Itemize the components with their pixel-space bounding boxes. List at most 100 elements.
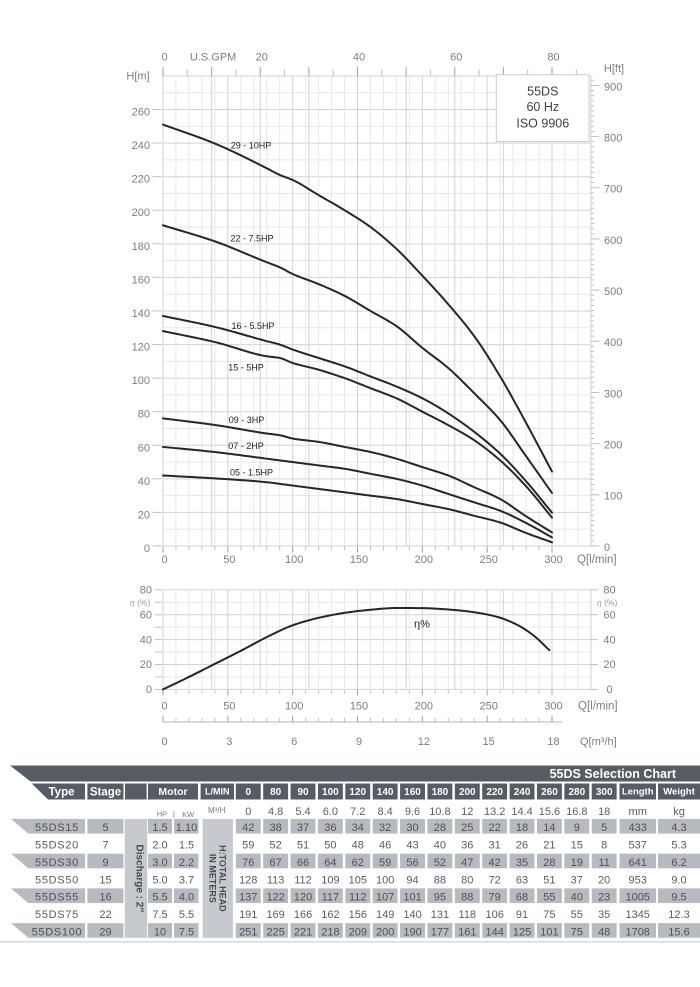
svg-text:Q[m³/h]: Q[m³/h] — [580, 736, 617, 748]
svg-text:η%: η% — [414, 619, 430, 631]
svg-text:15.6: 15.6 — [539, 806, 560, 818]
svg-text:953: 953 — [629, 874, 647, 886]
svg-text:60: 60 — [138, 442, 150, 454]
svg-text:1.5: 1.5 — [179, 840, 194, 852]
svg-text:88: 88 — [434, 874, 446, 886]
svg-text:51: 51 — [297, 840, 309, 852]
svg-text:1.10: 1.10 — [176, 822, 197, 834]
svg-text:137: 137 — [239, 892, 257, 904]
svg-text:14.4: 14.4 — [511, 806, 532, 818]
svg-text:η (%): η (%) — [597, 598, 617, 608]
svg-text:40: 40 — [434, 840, 446, 852]
svg-text:32: 32 — [379, 822, 391, 834]
svg-text:30: 30 — [406, 822, 418, 834]
svg-text:55DS15: 55DS15 — [35, 822, 79, 834]
svg-text:251: 251 — [239, 926, 257, 938]
svg-text:U.S.GPM: U.S.GPM — [190, 52, 236, 64]
svg-text:7.2: 7.2 — [350, 806, 365, 818]
svg-text:68: 68 — [516, 892, 528, 904]
svg-text:Discharge : 2″: Discharge : 2″ — [133, 845, 144, 913]
svg-text:5.5: 5.5 — [179, 909, 194, 921]
svg-text:149: 149 — [376, 909, 394, 921]
svg-text:5: 5 — [601, 822, 607, 834]
svg-text:200: 200 — [459, 787, 476, 798]
svg-text:kg: kg — [673, 806, 685, 818]
svg-text:67: 67 — [270, 857, 282, 869]
svg-text:200: 200 — [415, 554, 433, 566]
svg-text:122: 122 — [266, 892, 284, 904]
svg-text:11: 11 — [598, 857, 609, 869]
svg-text:52: 52 — [270, 840, 282, 852]
svg-text:300: 300 — [544, 554, 562, 566]
svg-text:37: 37 — [571, 874, 583, 886]
svg-text:22: 22 — [99, 909, 111, 921]
svg-text:42: 42 — [489, 857, 501, 869]
svg-text:8.4: 8.4 — [378, 806, 393, 818]
svg-text:209: 209 — [349, 926, 367, 938]
svg-text:10.8: 10.8 — [429, 806, 450, 818]
svg-text:800: 800 — [604, 132, 622, 144]
svg-text:109: 109 — [321, 874, 339, 886]
svg-text:140: 140 — [377, 787, 394, 798]
svg-text:218: 218 — [321, 926, 339, 938]
svg-text:190: 190 — [403, 926, 421, 938]
svg-text:48: 48 — [352, 840, 364, 852]
svg-text:20: 20 — [138, 509, 150, 521]
svg-text:112: 112 — [349, 892, 367, 904]
svg-text:161: 161 — [458, 926, 476, 938]
svg-text:80: 80 — [603, 585, 615, 597]
svg-text:112: 112 — [294, 874, 312, 886]
svg-text:537: 537 — [629, 840, 647, 852]
svg-text:0: 0 — [161, 736, 167, 748]
svg-text:1708: 1708 — [625, 926, 649, 938]
svg-text:35: 35 — [516, 857, 528, 869]
svg-text:42: 42 — [242, 822, 254, 834]
svg-text:117: 117 — [322, 892, 340, 904]
svg-text:20: 20 — [140, 659, 152, 671]
svg-text:H[ft]: H[ft] — [604, 63, 624, 75]
svg-text:6: 6 — [291, 736, 297, 748]
svg-text:09 - 3HP: 09 - 3HP — [229, 415, 265, 425]
svg-text:M³/H: M³/H — [208, 806, 226, 815]
svg-text:60: 60 — [140, 609, 152, 621]
svg-text:100: 100 — [285, 554, 303, 566]
svg-text:180: 180 — [432, 787, 449, 798]
svg-text:48: 48 — [598, 926, 610, 938]
svg-text:14: 14 — [543, 822, 555, 834]
svg-text:40: 40 — [603, 634, 615, 646]
svg-text:4.3: 4.3 — [671, 822, 686, 834]
svg-text:35: 35 — [598, 909, 610, 921]
svg-text:Q[l/min]: Q[l/min] — [578, 701, 618, 713]
svg-text:240: 240 — [514, 787, 531, 798]
svg-text:28: 28 — [543, 857, 555, 869]
svg-text:12: 12 — [461, 806, 473, 818]
svg-text:50: 50 — [223, 701, 235, 713]
svg-text:91: 91 — [516, 909, 528, 921]
svg-text:7.5: 7.5 — [152, 909, 167, 921]
svg-text:59: 59 — [242, 840, 254, 852]
svg-text:21: 21 — [543, 840, 555, 852]
svg-text:5.0: 5.0 — [152, 874, 167, 886]
svg-text:55DS50: 55DS50 — [35, 874, 79, 886]
svg-text:150: 150 — [350, 554, 368, 566]
svg-text:20: 20 — [598, 874, 610, 886]
svg-text:26: 26 — [516, 840, 528, 852]
svg-text:23: 23 — [598, 892, 610, 904]
svg-text:280: 280 — [568, 787, 585, 798]
svg-text:34: 34 — [352, 822, 364, 834]
svg-text:169: 169 — [266, 909, 284, 921]
svg-text:5.4: 5.4 — [295, 806, 310, 818]
svg-text:100: 100 — [604, 491, 622, 503]
svg-text:Length: Length — [622, 787, 654, 798]
svg-text:36: 36 — [461, 840, 473, 852]
svg-text:9: 9 — [574, 822, 580, 834]
svg-text:200: 200 — [415, 701, 433, 713]
svg-text:140: 140 — [403, 909, 421, 921]
svg-text:9.6: 9.6 — [405, 806, 420, 818]
svg-text:200: 200 — [604, 440, 622, 452]
svg-text:400: 400 — [604, 337, 622, 349]
svg-text:60 Hz: 60 Hz — [526, 100, 559, 114]
svg-text:177: 177 — [431, 926, 449, 938]
svg-text:240: 240 — [132, 140, 150, 152]
svg-text:0: 0 — [146, 684, 152, 696]
